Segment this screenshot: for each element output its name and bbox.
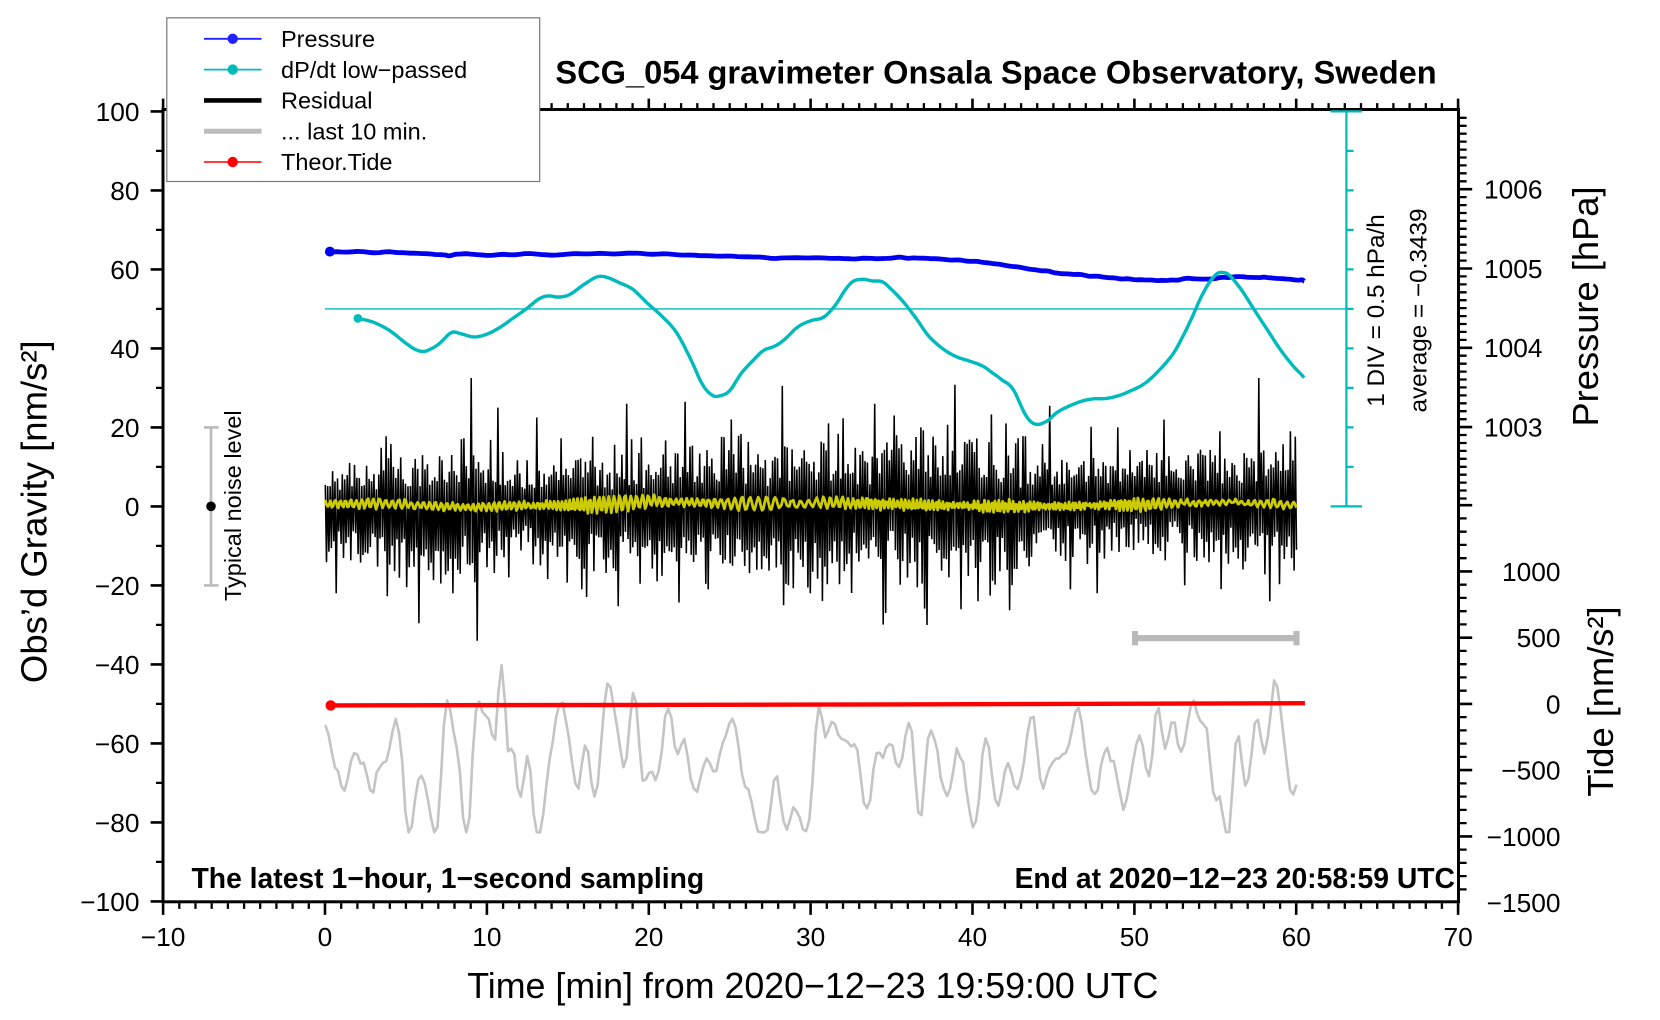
svg-text:1000: 1000	[1502, 557, 1561, 587]
svg-text:30: 30	[796, 922, 825, 952]
svg-text:20: 20	[110, 413, 139, 443]
svg-text:0: 0	[1546, 689, 1561, 719]
svg-text:50: 50	[1120, 922, 1149, 952]
svg-text:Obs’d Gravity [nm/s²]: Obs’d Gravity [nm/s²]	[14, 340, 55, 683]
svg-text:0: 0	[318, 922, 333, 952]
svg-text:80: 80	[110, 176, 139, 206]
svg-text:1006: 1006	[1484, 175, 1543, 205]
svg-text:Typical noise level: Typical noise level	[220, 410, 246, 601]
svg-text:... last 10 min.: ... last 10 min.	[281, 118, 427, 144]
svg-text:−80: −80	[95, 808, 140, 838]
svg-text:Pressure [hPa]: Pressure [hPa]	[1565, 186, 1606, 426]
svg-text:−1500: −1500	[1487, 888, 1561, 918]
svg-text:60: 60	[1282, 922, 1311, 952]
svg-text:500: 500	[1517, 623, 1561, 653]
svg-text:−100: −100	[80, 887, 139, 917]
svg-text:20: 20	[634, 922, 663, 952]
svg-text:Residual: Residual	[281, 88, 372, 114]
svg-text:Tide [nm/s²]: Tide [nm/s²]	[1580, 606, 1621, 796]
svg-text:−40: −40	[95, 650, 140, 680]
svg-text:−10: −10	[141, 922, 186, 952]
svg-text:70: 70	[1443, 922, 1472, 952]
svg-text:100: 100	[96, 97, 140, 127]
svg-text:Theor.Tide: Theor.Tide	[281, 149, 392, 175]
svg-text:40: 40	[110, 334, 139, 364]
svg-text:1004: 1004	[1484, 333, 1543, 363]
svg-text:1005: 1005	[1484, 254, 1543, 284]
svg-text:60: 60	[110, 255, 139, 285]
svg-text:dP/dt low−passed: dP/dt low−passed	[281, 57, 467, 83]
svg-text:10: 10	[472, 922, 501, 952]
svg-text:Time [min] from 2020−12−23 19:: Time [min] from 2020−12−23 19:59:00 UTC	[467, 966, 1158, 1006]
svg-text:−60: −60	[95, 729, 140, 759]
svg-text:−1000: −1000	[1487, 822, 1561, 852]
svg-text:The latest 1−hour, 1−second sa: The latest 1−hour, 1−second sampling	[192, 862, 705, 894]
svg-text:40: 40	[958, 922, 987, 952]
svg-text:average = −0.3439: average = −0.3439	[1406, 209, 1433, 413]
svg-text:0: 0	[125, 492, 140, 522]
svg-text:End at 2020−12−23 20:58:59 UTC: End at 2020−12−23 20:58:59 UTC	[1015, 862, 1455, 894]
svg-text:Pressure: Pressure	[281, 26, 375, 52]
svg-text:−20: −20	[95, 571, 140, 601]
svg-text:1 DIV = 0.5 hPa/h: 1 DIV = 0.5 hPa/h	[1363, 214, 1390, 406]
svg-text:1003: 1003	[1484, 413, 1543, 443]
svg-text:SCG_054 gravimeter Onsala Spac: SCG_054 gravimeter Onsala Space Observat…	[555, 54, 1436, 91]
svg-text:−500: −500	[1501, 756, 1560, 786]
